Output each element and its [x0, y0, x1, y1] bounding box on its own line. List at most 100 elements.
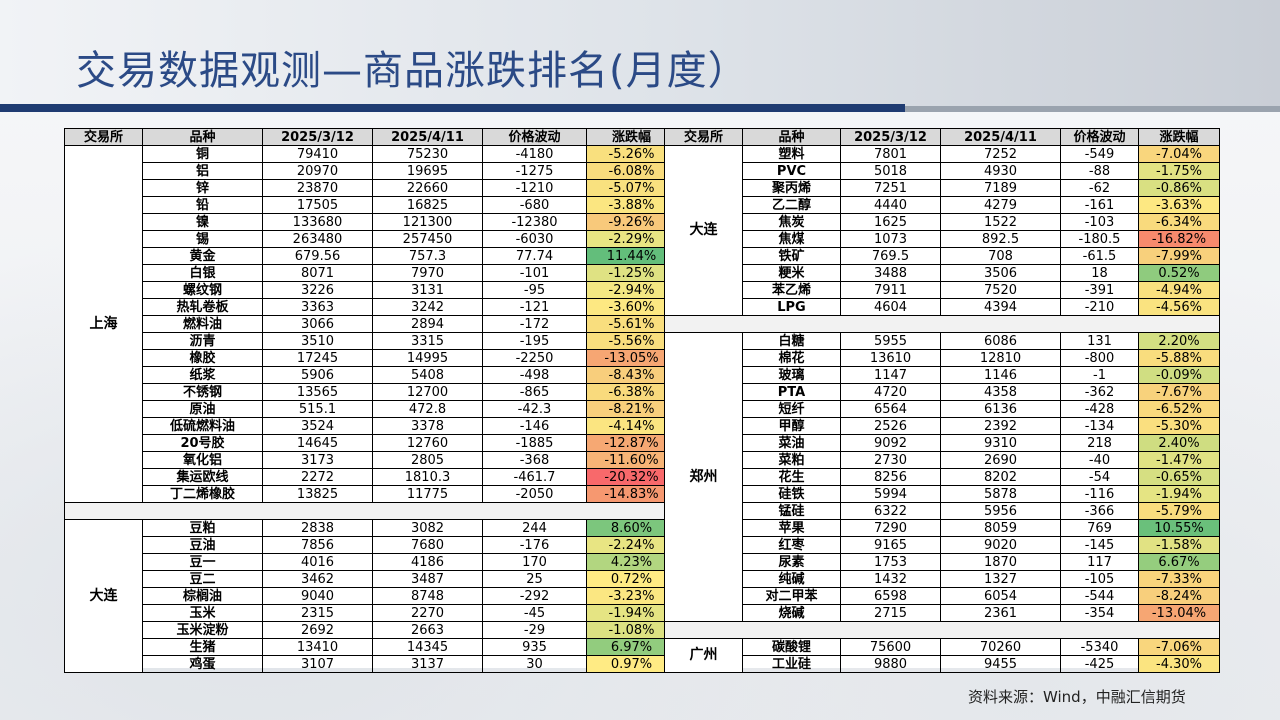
price-date1-cell: 3226 [262, 281, 373, 299]
table-row: 豆一 4016 4186 170 4.23% [65, 553, 677, 571]
table-row: 集运欧线 2272 1810.3 -461.7 -20.32% [65, 468, 677, 486]
price-date1-cell: 4720 [840, 383, 941, 401]
price-date1-cell: 23870 [262, 179, 373, 197]
price-change-cell: -292 [482, 587, 587, 605]
pct-change-cell: -7.67% [1138, 383, 1220, 401]
header-price-change: 价格波动 [1060, 128, 1139, 146]
price-date2-cell: 12700 [372, 383, 483, 401]
pct-change-cell: -1.47% [1138, 451, 1220, 469]
price-change-cell: -4180 [482, 145, 587, 163]
page-title: 交易数据观测—商品涨跌排名(月度） [76, 48, 749, 94]
price-date1-cell: 4604 [840, 298, 941, 316]
price-date1-cell: 13410 [262, 638, 373, 656]
price-date2-cell: 70260 [940, 638, 1061, 656]
price-change-cell: -45 [482, 604, 587, 622]
product-cell: 豆二 [142, 570, 263, 588]
table-row: 20号胶 14645 12760 -1885 -12.87% [65, 434, 677, 452]
pct-change-cell: 11.44% [586, 247, 677, 265]
pct-change-cell: -3.88% [586, 196, 677, 214]
price-date1-cell: 133680 [262, 213, 373, 231]
product-cell: 锡 [142, 230, 263, 248]
product-cell: 铝 [142, 162, 263, 180]
price-date1-cell: 5955 [840, 332, 941, 350]
price-change-cell: -62 [1060, 179, 1139, 197]
product-cell: 热轧卷板 [142, 298, 263, 316]
table-row: 菜粕 2730 2690 -40 -1.47% [665, 451, 1220, 469]
table-row: 纯碱 1432 1327 -105 -7.33% [665, 570, 1220, 588]
product-cell: 红枣 [742, 536, 841, 554]
price-date1-cell: 7290 [840, 519, 941, 537]
product-cell: 纯碱 [742, 570, 841, 588]
price-date2-cell: 6086 [940, 332, 1061, 350]
product-cell: 黄金 [142, 247, 263, 265]
price-date2-cell: 2361 [940, 604, 1061, 622]
pct-change-cell: -3.60% [586, 298, 677, 316]
table-row: 焦炭 1625 1522 -103 -6.34% [665, 213, 1220, 231]
left-commodity-table: 交易所 品种 2025/3/12 2025/4/11 价格波动 涨跌幅 上海铜 7… [64, 128, 677, 673]
price-date1-cell: 3107 [262, 655, 373, 673]
price-date1-cell: 17245 [262, 349, 373, 367]
header-date1: 2025/3/12 [262, 128, 373, 146]
price-date2-cell: 4930 [940, 162, 1061, 180]
product-cell: 锰硅 [742, 502, 841, 520]
price-date2-cell: 8748 [372, 587, 483, 605]
pct-change-cell: -6.38% [586, 383, 677, 401]
product-cell: 棕榈油 [142, 587, 263, 605]
price-change-cell: -498 [482, 366, 587, 384]
table-row: 热轧卷板 3363 3242 -121 -3.60% [65, 298, 677, 316]
price-date2-cell: 5878 [940, 485, 1061, 503]
pct-change-cell: -20.32% [586, 468, 677, 486]
pct-change-cell: -6.08% [586, 162, 677, 180]
product-cell: 低硫燃料油 [142, 417, 263, 435]
price-date2-cell: 1522 [940, 213, 1061, 231]
price-change-cell: -29 [482, 621, 587, 639]
price-date2-cell: 75230 [372, 145, 483, 163]
price-date2-cell: 9310 [940, 434, 1061, 452]
header-date2: 2025/4/11 [372, 128, 483, 146]
price-date2-cell: 19695 [372, 162, 483, 180]
product-cell: 铜 [142, 145, 263, 163]
table-row: 苯乙烯 7911 7520 -391 -4.94% [665, 281, 1220, 299]
price-date1-cell: 8256 [840, 468, 941, 486]
header-exchange: 交易所 [64, 128, 143, 146]
price-date2-cell: 257450 [372, 230, 483, 248]
table-row: 橡胶 17245 14995 -2250 -13.05% [65, 349, 677, 367]
price-date1-cell: 7251 [840, 179, 941, 197]
price-date1-cell: 2730 [840, 451, 941, 469]
price-date2-cell: 3137 [372, 655, 483, 673]
price-date1-cell: 7801 [840, 145, 941, 163]
left-table: 交易所 品种 2025/3/12 2025/4/11 价格波动 涨跌幅 上海铜 7… [64, 128, 677, 673]
table-row: 工业硅 9880 9455 -425 -4.30% [665, 655, 1220, 673]
pct-change-cell: 2.20% [1138, 332, 1220, 350]
table-row: 锡 263480 257450 -6030 -2.29% [65, 230, 677, 248]
pct-change-cell: 8.60% [586, 519, 677, 537]
price-date2-cell: 3131 [372, 281, 483, 299]
product-cell: 菜粕 [742, 451, 841, 469]
product-cell: 燃料油 [142, 315, 263, 333]
product-cell: 对二甲苯 [742, 587, 841, 605]
exchange-cell: 上海 [64, 145, 143, 503]
price-date2-cell: 12760 [372, 434, 483, 452]
price-change-cell: -88 [1060, 162, 1139, 180]
price-change-cell: -134 [1060, 417, 1139, 435]
price-date1-cell: 8071 [262, 264, 373, 282]
pct-change-cell: 10.55% [1138, 519, 1220, 537]
price-date1-cell: 3363 [262, 298, 373, 316]
price-date2-cell: 7520 [940, 281, 1061, 299]
table-header-row: 交易所 品种 2025/3/12 2025/4/11 价格波动 涨跌幅 [64, 128, 677, 146]
product-cell: 碳酸锂 [742, 638, 841, 656]
price-change-cell: -544 [1060, 587, 1139, 605]
price-date2-cell: 7680 [372, 536, 483, 554]
price-date2-cell: 2894 [372, 315, 483, 333]
price-change-cell: -180.5 [1060, 230, 1139, 248]
pct-change-cell: -8.43% [586, 366, 677, 384]
price-date1-cell: 3462 [262, 570, 373, 588]
price-date1-cell: 3488 [840, 264, 941, 282]
pct-change-cell: -5.56% [586, 332, 677, 350]
price-date1-cell: 2838 [262, 519, 373, 537]
product-cell: 螺纹钢 [142, 281, 263, 299]
pct-change-cell: 0.52% [1138, 264, 1220, 282]
table-row: 低硫燃料油 3524 3378 -146 -4.14% [65, 417, 677, 435]
price-date2-cell: 4394 [940, 298, 1061, 316]
product-cell: 丁二烯橡胶 [142, 485, 263, 503]
